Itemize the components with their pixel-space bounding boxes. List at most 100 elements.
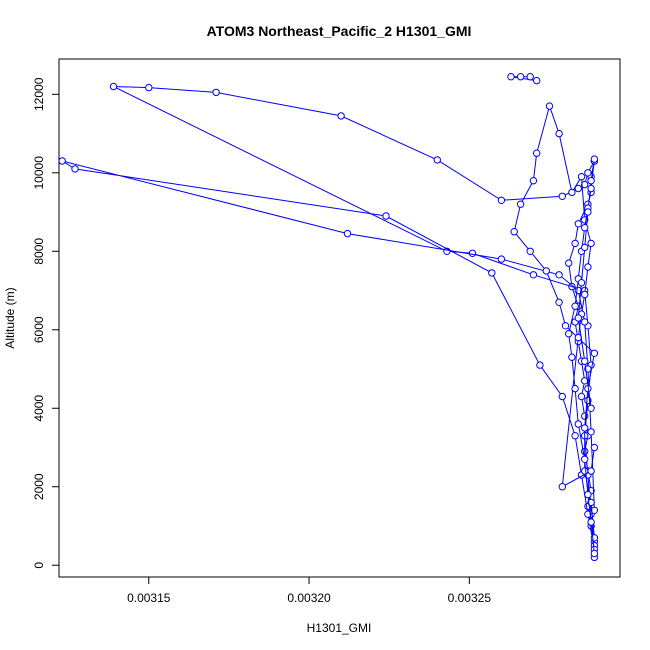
data-point xyxy=(545,102,554,110)
x-tick-label: 0.00320 xyxy=(287,591,331,605)
data-point xyxy=(571,432,579,440)
data-point xyxy=(574,184,582,193)
data-point xyxy=(212,88,220,97)
data-point xyxy=(558,392,566,401)
data-point xyxy=(581,290,589,299)
data-point xyxy=(58,157,66,165)
series-line xyxy=(568,159,595,554)
data-point xyxy=(468,249,477,258)
data-point xyxy=(590,155,599,163)
data-point xyxy=(574,220,582,228)
data-point xyxy=(555,129,563,138)
data-point xyxy=(590,549,599,558)
data-point xyxy=(507,73,515,81)
data-point xyxy=(574,420,582,428)
data-point xyxy=(516,200,525,208)
series-line xyxy=(113,86,595,546)
y-tick-label: 10000 xyxy=(32,156,46,190)
data-point xyxy=(581,455,589,463)
data-point xyxy=(577,392,586,401)
data-point xyxy=(590,443,599,452)
y-axis: 0 2000 4000 6000 8000 10000 12000 xyxy=(32,77,59,569)
data-point xyxy=(581,467,589,475)
data-point xyxy=(542,267,550,275)
data-point xyxy=(558,192,566,201)
data-point xyxy=(590,349,599,357)
data-point xyxy=(558,483,566,491)
data-point xyxy=(529,177,538,185)
data-point xyxy=(581,180,589,189)
y-tick-label: 6000 xyxy=(32,316,46,343)
data-point xyxy=(568,188,576,197)
data-point xyxy=(533,149,541,157)
series-line xyxy=(510,76,537,82)
series-5 xyxy=(565,155,599,558)
data-point xyxy=(587,184,595,193)
data-point xyxy=(516,73,525,81)
data-point xyxy=(577,279,586,287)
data-point xyxy=(488,269,496,277)
series-2 xyxy=(109,82,599,550)
y-tick-label: 0 xyxy=(32,562,46,569)
data-point xyxy=(587,428,595,436)
data-point xyxy=(526,247,534,256)
y-tick-label: 4000 xyxy=(32,395,46,422)
y-tick-label: 2000 xyxy=(32,473,46,500)
y-tick-label: 8000 xyxy=(32,238,46,265)
series-layer xyxy=(58,73,599,562)
data-point xyxy=(382,212,390,220)
series-6 xyxy=(507,73,541,85)
data-point xyxy=(533,76,541,85)
data-point xyxy=(109,82,118,91)
data-point xyxy=(536,361,544,369)
data-point xyxy=(337,112,345,120)
data-point xyxy=(555,271,563,279)
x-tick-label: 0.00325 xyxy=(448,591,492,605)
data-point xyxy=(343,229,352,238)
data-point xyxy=(581,357,589,365)
data-point xyxy=(587,498,595,507)
data-point xyxy=(581,224,589,232)
data-point xyxy=(581,377,589,385)
data-point xyxy=(529,271,538,279)
series-4 xyxy=(510,102,599,542)
x-axis: 0.00315 0.00320 0.00325 xyxy=(127,577,491,605)
data-point xyxy=(587,177,595,185)
series-3 xyxy=(58,157,599,554)
data-point xyxy=(433,156,441,164)
y-tick-label: 12000 xyxy=(32,77,46,111)
data-point xyxy=(584,208,592,216)
data-point xyxy=(587,404,595,412)
data-point xyxy=(568,353,576,361)
series-line xyxy=(61,160,595,550)
data-point xyxy=(581,243,589,252)
data-point xyxy=(565,259,573,267)
data-point xyxy=(497,196,506,205)
data-point xyxy=(581,424,589,432)
data-point xyxy=(587,239,595,248)
x-axis-label: H1301_GMI xyxy=(307,621,372,635)
data-point xyxy=(587,467,595,475)
data-point xyxy=(71,165,79,173)
data-point xyxy=(497,255,506,263)
data-point xyxy=(555,298,563,306)
data-point xyxy=(577,173,586,181)
data-point xyxy=(584,490,592,499)
data-point xyxy=(526,73,534,81)
y-axis-label: Altitude (m) xyxy=(3,287,17,348)
chart-title: ATOM3 Northeast_Pacific_2 H1301_GMI xyxy=(207,23,472,39)
data-point xyxy=(561,322,570,330)
plot-frame xyxy=(58,58,621,578)
data-point xyxy=(510,228,518,236)
data-point xyxy=(571,384,579,393)
x-tick-label: 0.00315 xyxy=(127,591,171,605)
data-point xyxy=(574,314,582,322)
data-point xyxy=(571,239,579,248)
data-point xyxy=(565,330,573,338)
data-point xyxy=(587,518,595,526)
data-point xyxy=(584,169,592,177)
data-point xyxy=(590,506,599,514)
data-point xyxy=(584,263,592,271)
data-point xyxy=(581,318,589,326)
